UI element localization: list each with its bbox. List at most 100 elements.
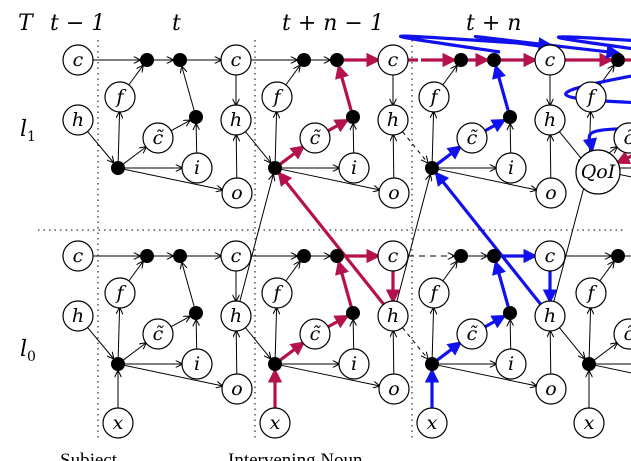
svg-text:i: i	[351, 353, 357, 375]
blue-arc-3	[557, 35, 631, 51]
red-h-qoi	[615, 151, 631, 165]
red-seg-2	[327, 314, 350, 329]
dot-top-2-concat	[425, 161, 439, 175]
svg-text:f: f	[114, 282, 126, 304]
svg-text:h: h	[544, 305, 556, 327]
edge-top-0-h-dj	[87, 131, 114, 163]
dot-top-2-add	[487, 53, 501, 67]
svg-text:i: i	[194, 157, 200, 179]
node-bot-2-h: h	[534, 300, 566, 332]
node-top-2-o: o	[535, 177, 567, 209]
blue-seg-6	[434, 171, 542, 306]
dot-top-1-concat	[268, 161, 282, 175]
svg-text:h: h	[387, 109, 399, 131]
blue-arc-4	[564, 74, 631, 105]
blue-arc-2	[473, 34, 621, 59]
dot-top-0-concat	[111, 161, 125, 175]
blue-seg-8	[484, 118, 507, 133]
node-top-1-i: i	[338, 152, 370, 184]
node-x-2: x	[416, 407, 448, 439]
edge-bot-2-f-d1	[442, 262, 457, 282]
edge-top-2-dj-o	[438, 168, 536, 189]
svg-text:c̃: c̃	[153, 127, 165, 149]
node-bot-1-ctilde: c̃	[299, 318, 331, 350]
dot-bot-0-input	[189, 306, 203, 320]
node-bot-1-h: h	[377, 300, 409, 332]
svg-text:i: i	[194, 353, 200, 375]
svg-text:c̃: c̃	[310, 323, 322, 345]
edge-bot-0-dj-o	[124, 364, 222, 385]
edge-top-0-o-h	[236, 135, 237, 179]
header-t-minus-1: t − 1	[50, 11, 105, 36]
node-top-0-i: i	[181, 152, 213, 184]
node-bot-0-h: h	[220, 300, 252, 332]
edge-top-h-1-2	[402, 131, 427, 163]
svg-text:c̃: c̃	[153, 323, 165, 345]
node-top-0-h: h	[220, 104, 252, 136]
layer-labels: l1 l0	[20, 117, 36, 365]
red-seg-3	[335, 259, 353, 307]
blue-attribution-path	[399, 34, 631, 408]
svg-text:o: o	[545, 182, 556, 204]
edge-bot-0-f-d1	[128, 262, 143, 282]
node-top-2-h: h	[534, 104, 566, 136]
edge-top-0-ct-d3	[170, 120, 190, 132]
svg-text:o: o	[388, 182, 399, 204]
layer-label-l0: l0	[20, 337, 36, 365]
node-top-2-i: i	[495, 152, 527, 184]
node-top-2-f: f	[418, 81, 450, 113]
node-bot-2-f: f	[418, 277, 450, 309]
svg-text:c̃: c̃	[467, 127, 479, 149]
edge-bot-3-dj-o	[595, 364, 631, 374]
node-x-3: x	[573, 407, 605, 439]
red-seg-9	[335, 63, 353, 111]
node-bot-1-i: i	[338, 348, 370, 380]
edge-top-2-o-h	[550, 135, 551, 179]
svg-text:f: f	[114, 86, 126, 108]
red-seg-6	[277, 171, 385, 306]
node-top-1-ctilde: c̃	[299, 122, 331, 154]
edge-top-0-dj-o	[124, 168, 222, 189]
edge-bot-2-dj-o	[438, 364, 536, 385]
node-top-1-h: h	[377, 104, 409, 136]
blue-arc-5	[582, 126, 631, 153]
edge-bot-1-o-h	[393, 331, 394, 375]
dot-top-3-forget	[611, 53, 625, 67]
dot-bot-1-add	[330, 249, 344, 263]
edge-top-h-0-1	[245, 131, 270, 163]
node-bot-0-c: c	[220, 240, 252, 272]
svg-text:c: c	[545, 245, 556, 267]
svg-text:h: h	[72, 109, 84, 131]
red-seg-1	[279, 341, 306, 362]
node-top-3-ctilde: c̃	[613, 122, 631, 154]
layer-label-l1: l1	[20, 117, 36, 145]
svg-text:f: f	[428, 86, 440, 108]
edge-cross-0-1	[239, 175, 273, 302]
node-top-1-c: c	[377, 44, 409, 76]
header-t-plus-n-minus-1: t + n − 1	[282, 11, 384, 36]
edge-bot-1-f-d1	[285, 262, 300, 282]
red-attribution-path	[267, 52, 631, 408]
svg-text:x: x	[270, 412, 281, 434]
dot-bot-2-add	[487, 249, 501, 263]
svg-text:c̃: c̃	[624, 127, 631, 149]
svg-text:f: f	[428, 282, 440, 304]
dot-top-1-forget	[297, 53, 311, 67]
node-top-2-ctilde: c̃	[456, 122, 488, 154]
dot-top-0-add	[173, 53, 187, 67]
edge-top-0-i-d3	[196, 124, 197, 154]
svg-text:o: o	[231, 378, 242, 400]
svg-text:h: h	[230, 305, 242, 327]
svg-text:h: h	[387, 305, 399, 327]
dot-bot-3-forget	[611, 249, 625, 263]
node-top-3-f: f	[575, 81, 607, 113]
dot-bot-0-forget	[140, 249, 154, 263]
edge-bot-0-o-h	[236, 331, 237, 375]
edge-bot-h-1-2	[402, 327, 427, 359]
dividers	[38, 40, 625, 440]
svg-text:c: c	[388, 49, 399, 71]
svg-text:c: c	[545, 49, 556, 71]
dot-bot-3-concat	[582, 357, 596, 371]
dot-bot-0-concat	[111, 357, 125, 371]
red-seg-8	[327, 118, 350, 133]
